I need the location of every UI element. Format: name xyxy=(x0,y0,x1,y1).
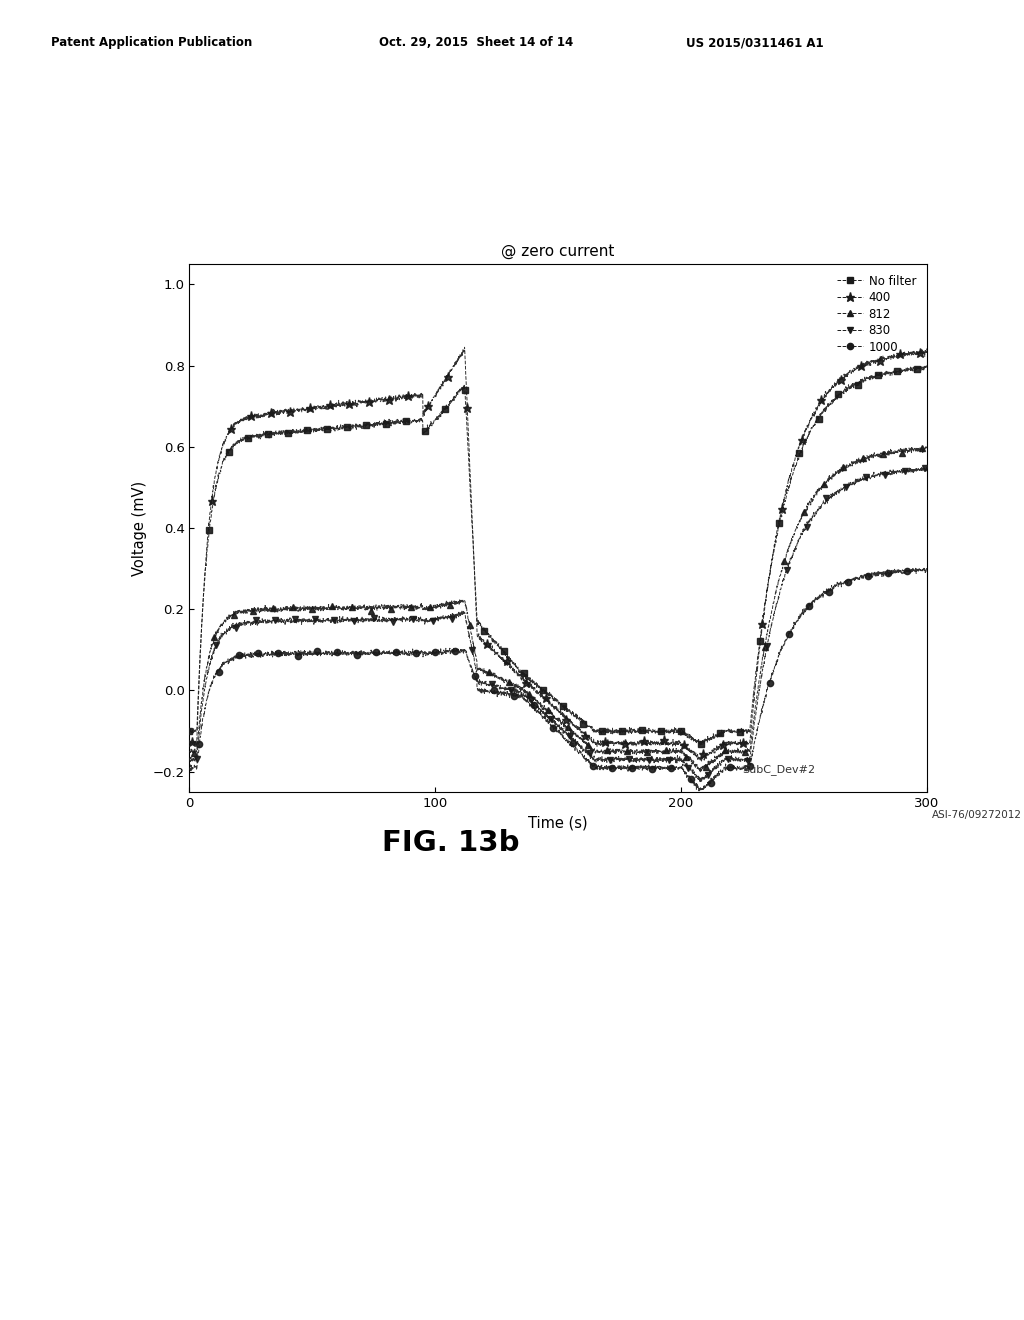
Text: Oct. 29, 2015  Sheet 14 of 14: Oct. 29, 2015 Sheet 14 of 14 xyxy=(379,36,573,49)
Legend: No filter, 400, 812, 830, 1000: No filter, 400, 812, 830, 1000 xyxy=(831,269,921,359)
Y-axis label: Voltage (mV): Voltage (mV) xyxy=(132,480,146,576)
X-axis label: Time (s): Time (s) xyxy=(528,816,588,830)
Text: FIG. 13b: FIG. 13b xyxy=(382,829,519,858)
Text: SubC_Dev#2: SubC_Dev#2 xyxy=(742,764,815,775)
Text: Patent Application Publication: Patent Application Publication xyxy=(51,36,253,49)
Text: US 2015/0311461 A1: US 2015/0311461 A1 xyxy=(686,36,823,49)
Text: ASI-76/09272012: ASI-76/09272012 xyxy=(932,810,1022,821)
Title: @ zero current: @ zero current xyxy=(502,244,614,259)
